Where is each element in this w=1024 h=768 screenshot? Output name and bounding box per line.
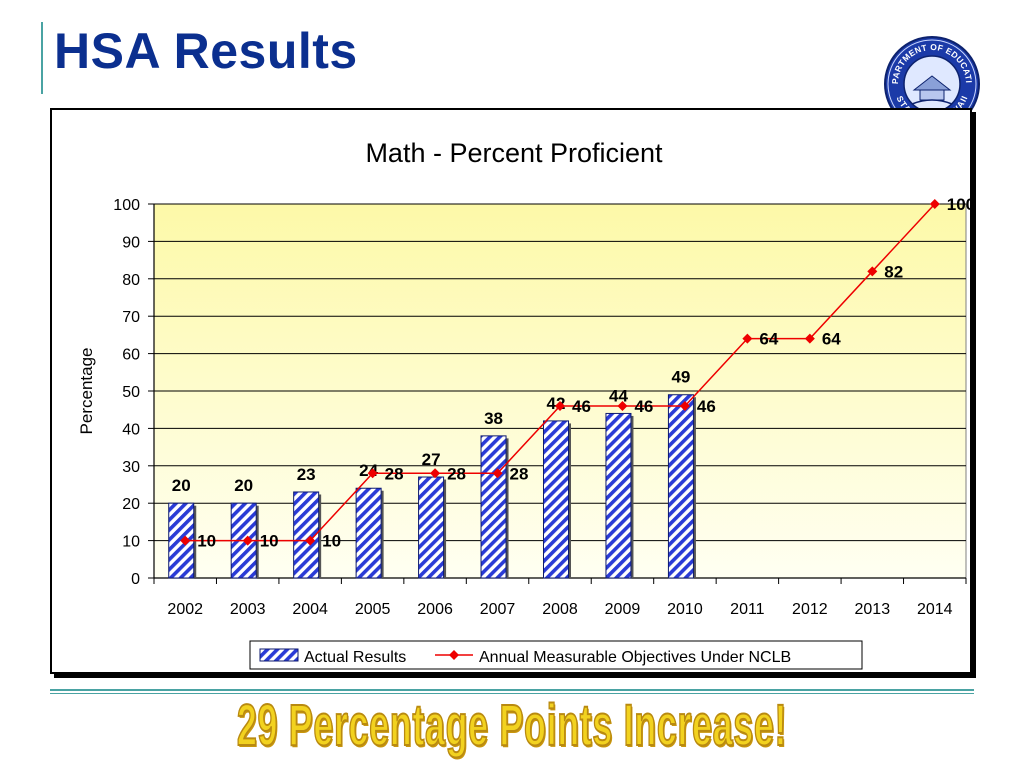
x-tick-label: 2007 — [480, 601, 516, 618]
objective-marker — [742, 333, 753, 344]
objective-data-label: 10 — [322, 532, 341, 551]
x-tick-label: 2006 — [417, 601, 453, 618]
bar — [418, 476, 445, 579]
y-tick-label: 60 — [122, 347, 140, 364]
y-tick-label: 100 — [113, 197, 140, 214]
objective-marker — [492, 468, 503, 479]
y-tick-label: 40 — [122, 421, 140, 438]
objective-marker — [305, 535, 316, 546]
objective-data-label: 28 — [510, 464, 529, 483]
objective-marker — [617, 400, 628, 411]
legend-swatch-bar — [259, 648, 299, 662]
y-tick-label: 90 — [122, 234, 140, 251]
objective-data-label: 100 — [947, 195, 970, 214]
objective-marker — [180, 535, 191, 546]
x-tick-label: 2013 — [855, 601, 891, 618]
x-tick-label: 2003 — [230, 601, 266, 618]
x-tick-label: 2012 — [792, 601, 828, 618]
bar — [605, 412, 632, 579]
y-tick-label: 50 — [122, 384, 140, 401]
legend-swatch-marker — [449, 650, 459, 660]
objective-marker — [679, 400, 690, 411]
x-tick-label: 2011 — [730, 601, 765, 618]
x-tick-label: 2014 — [917, 601, 953, 618]
chart-frame: Math - Percent Proficient 0 10 20 30 40 50 60 70… — [50, 108, 972, 674]
legend — [249, 640, 863, 670]
x-tick-label: 2005 — [355, 601, 391, 618]
bar — [355, 487, 382, 579]
y-axis-label: Percentage — [77, 348, 96, 435]
objective-data-label: 28 — [447, 464, 466, 483]
objective-marker — [867, 266, 878, 277]
objective-marker — [367, 468, 378, 479]
objective-data-label: 46 — [572, 397, 591, 416]
y-tick-label: 20 — [122, 496, 140, 513]
objective-data-label: 28 — [385, 464, 404, 483]
objective-data-label: 10 — [197, 532, 216, 551]
legend-label-actual: Actual Results — [304, 649, 406, 666]
objective-data-label: 82 — [884, 262, 903, 281]
slide-title: HSA Results — [54, 23, 358, 79]
objective-data-label: 64 — [759, 330, 778, 349]
x-tick-label: 2009 — [605, 601, 641, 618]
bar-data-label: 38 — [484, 409, 503, 428]
bar-data-label: 49 — [671, 368, 690, 387]
title-accent-rule — [41, 22, 43, 94]
bar-data-label: 27 — [422, 450, 441, 469]
objective-marker — [242, 535, 253, 546]
bar — [543, 420, 569, 579]
bar-data-label: 20 — [172, 476, 191, 495]
bar — [667, 394, 694, 579]
x-tick-label: 2008 — [542, 601, 578, 618]
bar-data-label: 20 — [234, 476, 253, 495]
objective-data-label: 64 — [822, 330, 841, 349]
objective-marker — [430, 468, 441, 479]
objective-marker — [929, 199, 940, 209]
y-tick-label: 10 — [122, 534, 140, 551]
footer-rule-thin — [50, 693, 974, 694]
chart: Math - Percent Proficient 0 10 20 30 40 50 60 70… — [77, 138, 970, 670]
y-tick-label: 80 — [122, 272, 140, 289]
objective-data-label: 10 — [260, 532, 279, 551]
bar — [480, 435, 507, 579]
legend-label-objectives: Annual Measurable Objectives Under NCLB — [479, 649, 791, 666]
footer-rule — [50, 689, 974, 691]
objective-marker — [804, 333, 815, 344]
y-tick-label: 30 — [122, 459, 140, 476]
y-tick-label: 0 — [131, 571, 140, 588]
x-tick-label: 2002 — [167, 601, 203, 618]
bar-data-label: 44 — [609, 386, 628, 405]
chart-title: Math - Percent Proficient — [365, 138, 663, 168]
bar-data-label: 23 — [297, 465, 316, 484]
objective-data-label: 46 — [634, 397, 653, 416]
x-tick-label: 2010 — [667, 601, 703, 618]
y-tick-label: 70 — [122, 309, 140, 326]
objective-data-label: 46 — [697, 397, 716, 416]
x-tick-label: 2004 — [292, 601, 328, 618]
increase-banner: 29 Percentage Points Increase! — [236, 693, 788, 759]
objective-marker — [555, 400, 565, 411]
